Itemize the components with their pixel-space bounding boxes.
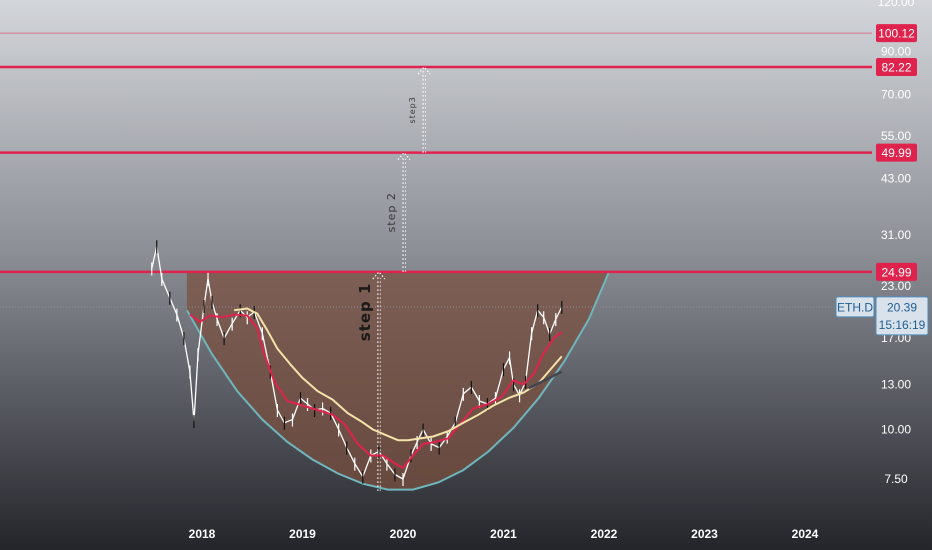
current-value-label: 20.39 (887, 300, 917, 314)
series-trend (528, 370, 563, 390)
level-tag-label: 100.12 (878, 27, 915, 41)
step-label-1: step 1 (356, 283, 374, 342)
series-price (151, 245, 563, 480)
level-tag-label: 82.22 (881, 61, 911, 75)
y-tick-label: 120.00 (878, 0, 915, 9)
y-tick-label: 90.00 (881, 44, 911, 58)
y-tick-label: 31.00 (881, 228, 911, 242)
level-tag-label: 49.99 (881, 146, 911, 160)
x-tick-label: 2024 (792, 527, 819, 541)
x-tick-label: 2018 (189, 527, 216, 541)
step-label-3: step3 (408, 96, 417, 123)
current-value-tag (875, 296, 929, 336)
series-fast_ma (189, 313, 563, 469)
step-arrow-head-2 (397, 151, 411, 161)
step-label-2: step 2 (385, 192, 398, 232)
x-tick-label: 2020 (390, 527, 417, 541)
cup-curve (186, 271, 610, 491)
y-tick-label: 70.00 (881, 88, 911, 102)
series-slow_ma (234, 307, 563, 442)
symbol-label: ETH.D (837, 300, 873, 314)
x-tick-label: 2019 (289, 527, 316, 541)
level-tag-3 (876, 262, 917, 281)
y-tick-label: 23.00 (881, 279, 911, 293)
x-tick-label: 2023 (691, 527, 718, 541)
x-tick-label: 2022 (591, 527, 618, 541)
x-tick-label: 2021 (490, 527, 517, 541)
y-tick-label: 55.00 (881, 129, 911, 143)
levels-layer (0, 32, 872, 308)
level-tag-1 (876, 58, 917, 77)
y-tick-label: 10.00 (881, 423, 911, 437)
y-tick-label: 43.00 (881, 172, 911, 186)
countdown-label: 15:16:19 (879, 318, 926, 332)
cup-layer (186, 271, 610, 491)
cup-fill (186, 271, 609, 490)
y-tick-label: 7.50 (884, 472, 908, 486)
y-tick-label: 13.00 (881, 377, 911, 391)
x-axis: 2018 2019 2020 2021 2022 2023 2024 (189, 527, 819, 541)
level-tag-label: 24.99 (881, 265, 911, 279)
symbol-tag (835, 296, 875, 318)
annotations-layer: step 1 step 2 step3 (356, 66, 431, 491)
level-tag-2 (876, 143, 917, 162)
series-layer (151, 240, 563, 486)
level-labels: 100.12 82.22 49.99 24.99 ETH.D 20.39 15:16:19 (835, 24, 929, 336)
step-arrow-head-1 (372, 271, 386, 280)
level-tag-0 (876, 24, 917, 43)
step-arrow-head-3 (417, 66, 431, 75)
